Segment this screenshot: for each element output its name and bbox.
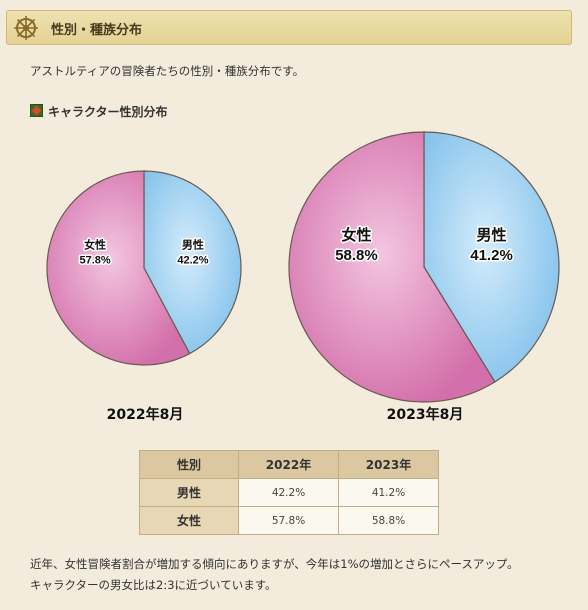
table-row: 女性 57.8% 58.8% — [139, 506, 439, 535]
table-cell: 58.8% — [338, 506, 439, 535]
pie-slice-male — [143, 170, 242, 355]
female-slice-label: 女性 — [84, 238, 106, 252]
female-percent-label: 58.8% — [335, 247, 378, 264]
pie-slice-male — [423, 131, 560, 383]
gender-pie-charts: 男性 42.2% 女性 57.8% 男性 41.2% 女性 58.8% — [46, 131, 560, 403]
male-percent-label: 42.2% — [177, 255, 208, 267]
table-cell: 57.8% — [238, 506, 339, 535]
chart-caption-2022: 2022年8月 — [106, 407, 184, 423]
section-title: キャラクター性別分布 — [48, 105, 168, 119]
note-text: 近年、女性冒険者割合が増加する傾向にありますが、今年は1%の増加とさらにペースア… — [30, 557, 519, 571]
female-percent-label: 57.8% — [79, 255, 110, 267]
row-label: 女性 — [139, 506, 239, 535]
column-header: 2023年 — [338, 450, 439, 479]
male-slice-label: 男性 — [182, 238, 204, 252]
section-bullet-icon — [30, 104, 43, 117]
table-header-row: 性別 2022年 2023年 — [139, 450, 439, 479]
column-header: 性別 — [139, 450, 239, 479]
male-slice-label: 男性 — [477, 226, 507, 244]
pie-slice-female — [46, 170, 191, 366]
table-cell: 41.2% — [338, 478, 439, 507]
column-header: 2022年 — [238, 450, 339, 479]
gender-ratio-table: 性別 2022年 2023年 男性 42.2% 41.2% 女性 57.8% 5… — [139, 450, 439, 535]
male-percent-label: 41.2% — [470, 247, 513, 264]
intro-text: アストルティアの冒険者たちの性別・種族分布です。 — [30, 64, 305, 78]
table-row: 男性 42.2% 41.2% — [139, 478, 439, 507]
page-header: 性別・種族分布 — [6, 10, 572, 45]
female-slice-label: 女性 — [341, 226, 371, 244]
pie-chart-2023: 男性 41.2% 女性 58.8% — [288, 131, 560, 403]
note-text: キャラクターの男女比は2:3に近づいています。 — [30, 578, 277, 592]
ship-wheel-icon — [14, 16, 38, 40]
table-cell: 42.2% — [238, 478, 339, 507]
chart-caption-2023: 2023年8月 — [386, 407, 464, 423]
page-title: 性別・種族分布 — [51, 23, 143, 38]
pie-slice-female — [288, 131, 496, 403]
row-label: 男性 — [139, 478, 239, 507]
pie-chart-2022: 男性 42.2% 女性 57.8% — [46, 170, 242, 366]
